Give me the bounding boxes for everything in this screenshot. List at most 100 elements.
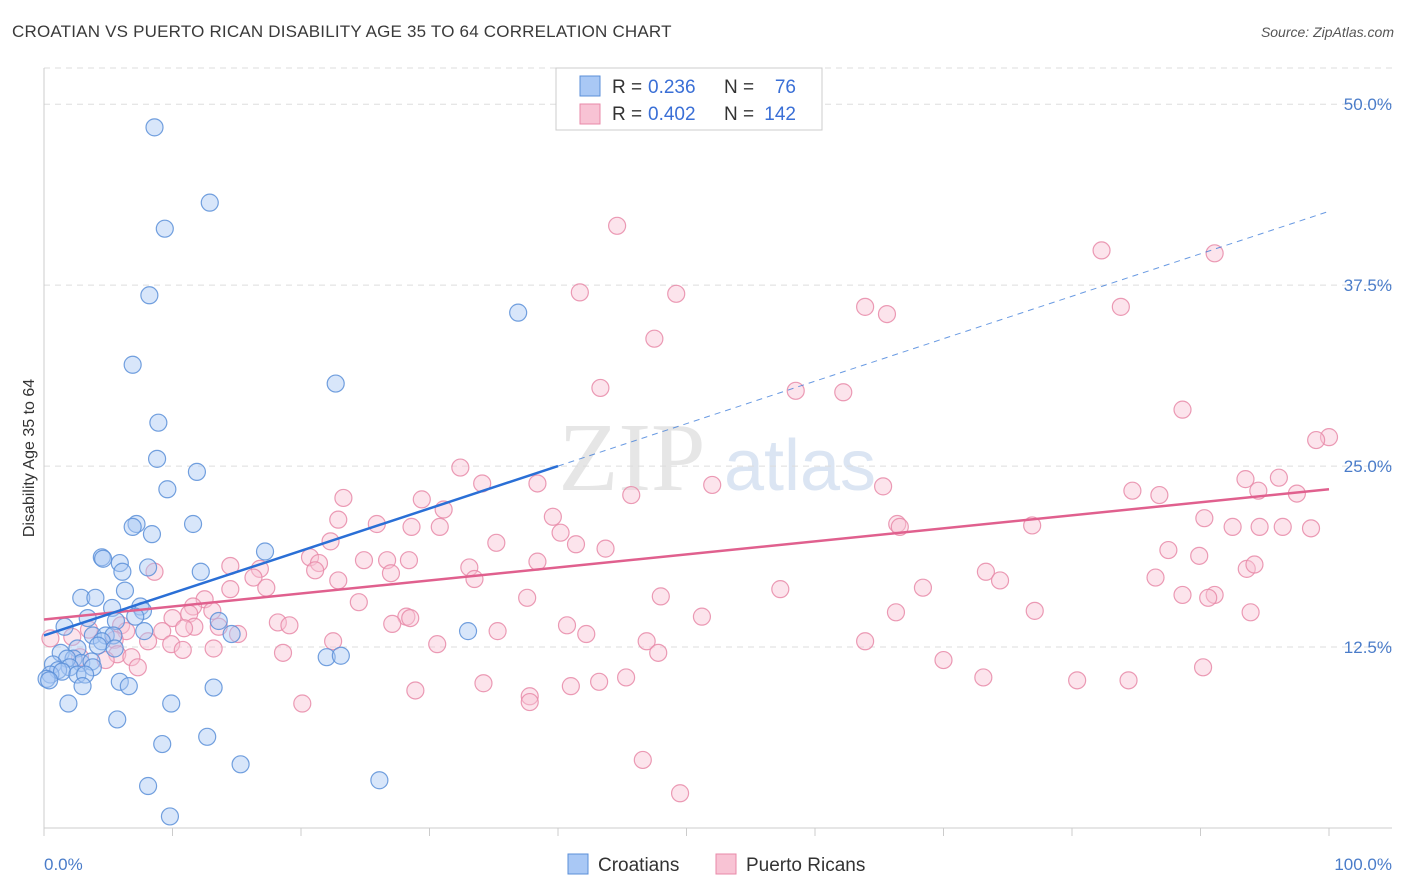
croatian-point bbox=[370, 771, 389, 790]
croatian-point bbox=[126, 607, 145, 626]
puerto-rican-point bbox=[381, 564, 401, 583]
y-axis-label: Disability Age 35 to 64 bbox=[21, 379, 38, 537]
puerto-rican-point bbox=[591, 378, 610, 398]
puerto-rican-point bbox=[487, 533, 506, 552]
y-tick-label: 50.0% bbox=[1344, 95, 1392, 114]
croatian-point bbox=[138, 776, 158, 796]
puerto-rican-point bbox=[163, 608, 182, 628]
puerto-rican-point bbox=[667, 284, 686, 303]
legend-r-value-puerto-ricans: 0.402 bbox=[648, 104, 696, 125]
croatian-point bbox=[155, 219, 174, 238]
chart-title: CROATIAN VS PUERTO RICAN DISABILITY AGE … bbox=[12, 22, 672, 41]
puerto-rican-point bbox=[1193, 658, 1213, 677]
croatian-point bbox=[326, 374, 345, 393]
puerto-rican-point bbox=[488, 622, 507, 641]
puerto-rican-point bbox=[228, 624, 248, 644]
source-label: Source: ZipAtlas.com bbox=[1260, 24, 1394, 40]
puerto-rican-point bbox=[561, 677, 580, 696]
puerto-rican-point bbox=[221, 580, 240, 599]
puerto-rican-point bbox=[520, 692, 539, 712]
puerto-rican-point bbox=[771, 580, 790, 599]
puerto-rican-point bbox=[1236, 470, 1255, 489]
croatian-point bbox=[123, 517, 142, 536]
croatian-point bbox=[145, 118, 164, 137]
croatian-point bbox=[187, 462, 207, 481]
puerto-rican-point bbox=[974, 668, 993, 687]
x-tick-label-min: 0.0% bbox=[44, 855, 83, 874]
croatian-point bbox=[158, 480, 177, 499]
puerto-rican-point bbox=[1159, 540, 1178, 560]
croatian-point bbox=[231, 755, 250, 774]
croatian-point bbox=[149, 413, 168, 432]
puerto-rican-point bbox=[645, 329, 664, 348]
puerto-rican-point bbox=[1195, 509, 1214, 528]
croatian-point bbox=[147, 449, 167, 468]
puerto-rican-point bbox=[1269, 468, 1288, 487]
legend-n-value-croatians: 76 bbox=[775, 77, 796, 98]
puerto-rican-point bbox=[976, 562, 996, 581]
puerto-rican-point bbox=[692, 607, 712, 626]
croatian-trend-extension bbox=[557, 210, 1330, 467]
puerto-rican-point bbox=[324, 632, 343, 651]
croatian-point bbox=[200, 193, 219, 212]
y-tick-label: 25.0% bbox=[1344, 457, 1392, 476]
puerto-rican-point bbox=[257, 578, 276, 597]
axes bbox=[43, 68, 1392, 829]
x-tick-label-max: 100.0% bbox=[1334, 855, 1392, 874]
puerto-rican-point bbox=[1150, 485, 1169, 505]
puerto-rican-point bbox=[244, 568, 263, 587]
puerto-rican-point bbox=[354, 551, 374, 570]
croatian-point bbox=[52, 662, 72, 681]
puerto-rican-point bbox=[703, 475, 722, 495]
croatian-trend-line bbox=[43, 464, 559, 637]
croatian-points bbox=[37, 118, 528, 826]
puerto-rican-point bbox=[1250, 517, 1269, 536]
puerto-rican-point bbox=[596, 539, 615, 558]
puerto-rican-point bbox=[856, 632, 875, 651]
legend-n-label-1: N = bbox=[724, 77, 754, 98]
puerto-rican-point bbox=[138, 632, 158, 651]
puerto-rican-point bbox=[430, 517, 449, 536]
gridlines bbox=[44, 67, 1392, 648]
legend-swatch-croatians bbox=[579, 75, 601, 97]
puerto-rican-point bbox=[280, 616, 299, 635]
croatian-point bbox=[123, 355, 142, 374]
puerto-rican-point bbox=[528, 474, 547, 493]
puerto-rican-point bbox=[128, 658, 147, 677]
puerto-rican-point bbox=[528, 552, 547, 571]
legend-r-label-2: R = bbox=[612, 104, 642, 125]
puerto-rican-point bbox=[173, 640, 192, 660]
puerto-rican-point bbox=[402, 517, 421, 536]
croatian-point bbox=[162, 694, 181, 713]
bottom-legend-swatch-puerto-ricans bbox=[715, 853, 737, 875]
puerto-rican-point bbox=[406, 681, 425, 700]
bottom-legend: Croatians Puerto Ricans bbox=[567, 853, 865, 876]
legend-box: R = 0.236 N = 76 R = 0.402 N = 142 bbox=[555, 67, 823, 131]
croatian-point bbox=[222, 624, 241, 644]
puerto-rican-point bbox=[617, 668, 636, 687]
puerto-rican-point bbox=[633, 750, 652, 770]
puerto-rican-point bbox=[412, 490, 431, 509]
puerto-rican-point bbox=[1119, 671, 1138, 690]
puerto-rican-point bbox=[273, 643, 293, 662]
puerto-rican-point bbox=[349, 593, 368, 612]
puerto-rican-point bbox=[401, 608, 420, 628]
croatian-point bbox=[140, 286, 159, 305]
croatian-point bbox=[317, 648, 336, 667]
puerto-rican-point bbox=[428, 635, 447, 654]
croatian-point bbox=[191, 562, 210, 581]
puerto-rican-point bbox=[608, 216, 627, 235]
puerto-rican-point bbox=[1199, 588, 1218, 607]
puerto-rican-point bbox=[1205, 244, 1224, 263]
puerto-rican-point bbox=[465, 569, 484, 589]
croatian-point bbox=[110, 672, 129, 691]
puerto-rican-point bbox=[1241, 603, 1260, 622]
puerto-rican-point bbox=[474, 674, 493, 693]
puerto-rican-point bbox=[383, 614, 402, 633]
croatian-point bbox=[94, 549, 113, 568]
croatian-point bbox=[458, 622, 478, 641]
croatian-point bbox=[86, 588, 105, 607]
puerto-rican-point bbox=[204, 639, 223, 658]
puerto-rican-point bbox=[1245, 555, 1264, 574]
croatian-point bbox=[83, 658, 102, 677]
